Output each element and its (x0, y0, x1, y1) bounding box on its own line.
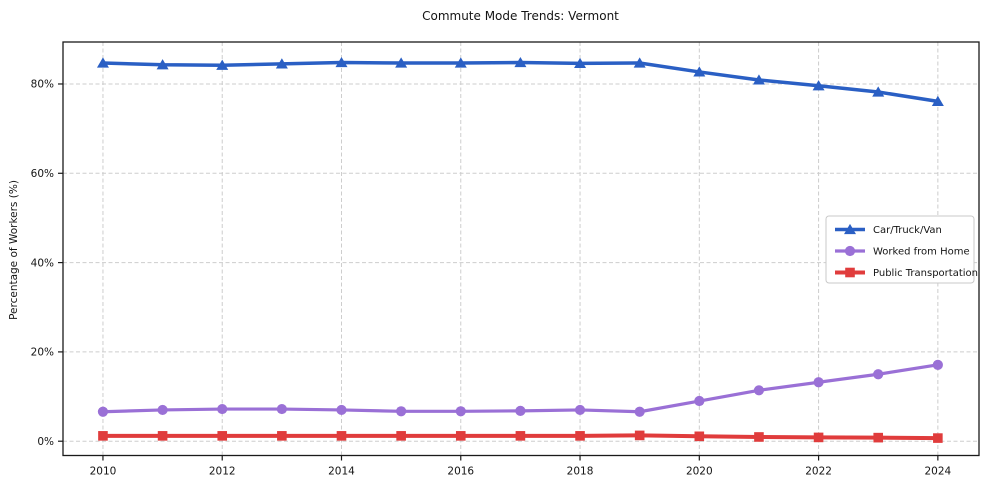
data-point-triangle-icon (812, 80, 825, 91)
data-point-circle-icon (813, 377, 824, 388)
data-point-square-icon (873, 432, 884, 443)
data-point-triangle-icon (216, 59, 229, 70)
x-tick-label: 2024 (924, 466, 951, 478)
data-point-triangle-icon (156, 59, 169, 70)
data-point-circle-icon (873, 369, 884, 380)
data-point-circle-icon (276, 403, 287, 415)
data-point-circle-icon (574, 404, 586, 416)
data-point-triangle-icon (335, 56, 348, 68)
legend-entry-car-truck-van: Car/Truck/Van (835, 223, 942, 236)
x-tick-label: 2020 (686, 466, 713, 478)
data-point-circle-icon (97, 406, 109, 417)
y-tick-label: 80% (31, 79, 54, 91)
data-point-circle-icon (455, 406, 466, 417)
data-point-circle-icon (694, 395, 705, 407)
data-point-circle-icon (396, 406, 407, 417)
series-public-transportation (98, 430, 943, 443)
data-point-square-icon (336, 431, 347, 441)
y-tick-label: 0% (37, 436, 54, 448)
data-point-triangle-icon (96, 57, 109, 68)
chart-title: Commute Mode Trends: Vermont (422, 9, 619, 23)
x-tick-label: 2010 (90, 466, 117, 478)
data-point-square-icon (157, 431, 168, 441)
x-tick-label: 2022 (805, 466, 832, 478)
data-point-triangle-icon (693, 66, 706, 77)
data-point-circle-icon (217, 403, 228, 415)
data-point-square-icon (813, 432, 824, 443)
y-tick-label: 60% (31, 168, 54, 180)
data-point-circle-icon (634, 406, 645, 417)
data-point-triangle-icon (931, 95, 944, 106)
data-point-circle-icon (157, 404, 168, 416)
data-point-square-icon (98, 431, 108, 441)
data-point-square-icon (515, 431, 526, 441)
data-point-square-icon (277, 431, 287, 441)
legend-box (825, 215, 975, 284)
plot-border (62, 41, 980, 457)
data-point-square-icon (933, 433, 943, 443)
data-point-square-icon (396, 431, 406, 441)
legend: Car/Truck/Van Worked from Home Public Tran… (825, 215, 978, 284)
data-point-square-icon (455, 431, 466, 441)
series-line (101, 60, 940, 104)
y-tick-label: 20% (31, 347, 54, 359)
data-point-circle-icon (932, 359, 943, 370)
series-line (101, 363, 940, 414)
data-point-triangle-icon (275, 58, 288, 69)
data-point-triangle-icon (633, 57, 646, 68)
data-point-circle-icon (753, 385, 765, 396)
legend-square-marker-icon (845, 267, 855, 278)
data-point-triangle-icon (872, 86, 885, 97)
legend-label: Car/Truck/Van (873, 225, 942, 236)
legend-entry-worked-from-home: Worked from Home (835, 245, 970, 258)
legend-circle-marker-icon (844, 245, 856, 257)
legend-triangle-marker-icon (844, 223, 856, 235)
legend-entry-public-transportation: Public Transportation (835, 267, 978, 279)
data-point-triangle-icon (395, 57, 408, 68)
x-tick-label: 2018 (567, 466, 594, 478)
x-tick-label: 2014 (328, 466, 355, 478)
x-tick-label: 2016 (447, 466, 474, 478)
y-tick-label: 40% (31, 257, 54, 269)
data-point-circle-icon (515, 405, 526, 416)
data-point-square-icon (754, 432, 764, 442)
axis-ticks (58, 83, 939, 461)
series-worked-from-home (97, 359, 943, 417)
data-point-triangle-icon (574, 57, 587, 69)
data-point-triangle-icon (454, 57, 467, 68)
data-point-triangle-icon (752, 74, 765, 85)
data-point-square-icon (694, 431, 705, 442)
tick-labels: 2010 2012 2014 2016 2018 2020 2022 2024 0% 20% 40%… (31, 79, 952, 478)
legend-label: Worked from Home (873, 247, 970, 258)
data-point-circle-icon (336, 404, 347, 416)
data-point-square-icon (575, 431, 585, 441)
data-point-square-icon (634, 430, 645, 441)
legend-label: Public Transportation (873, 268, 978, 279)
series-car-truck-van (96, 56, 944, 106)
x-tick-label: 2012 (209, 466, 236, 478)
data-point-triangle-icon (514, 56, 527, 68)
data-point-square-icon (217, 431, 228, 441)
